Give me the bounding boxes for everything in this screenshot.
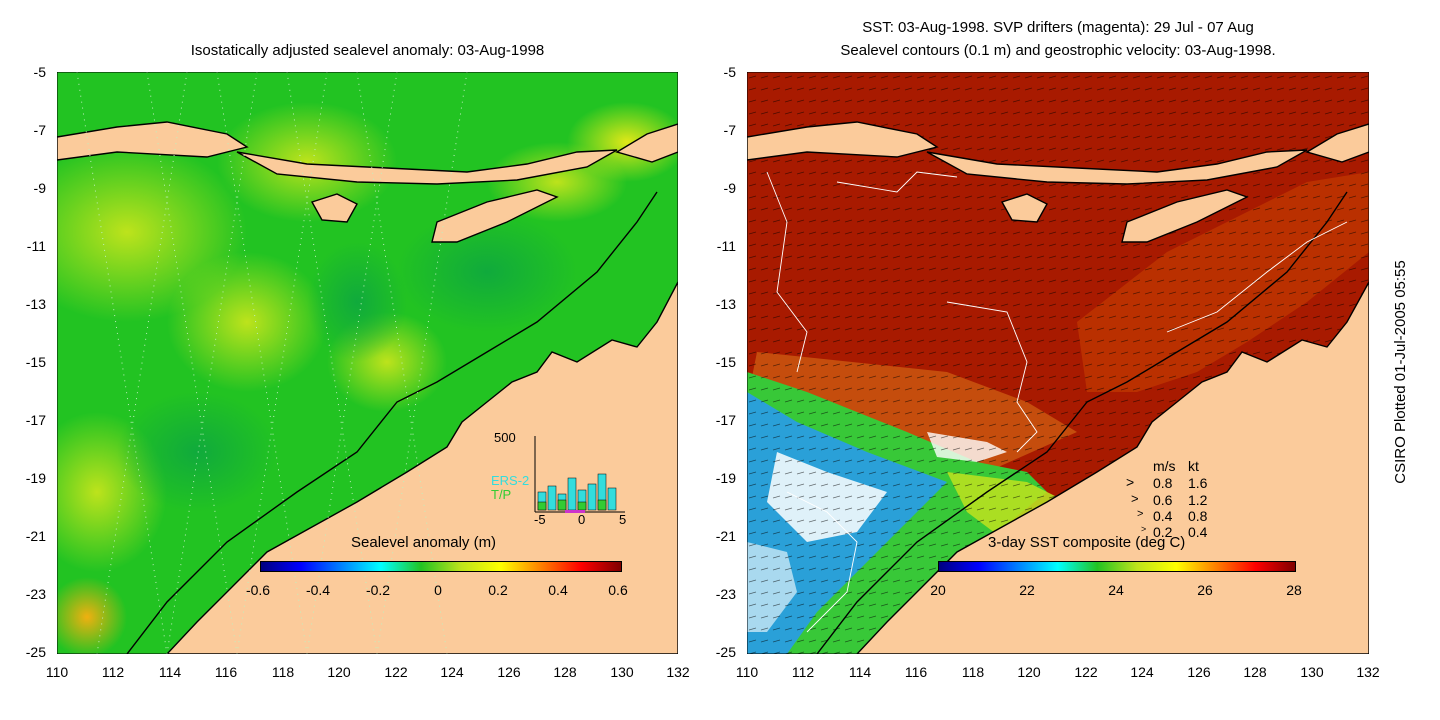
sst-colorbar (938, 561, 1296, 572)
sst-colorbar-label: 22 (1019, 582, 1035, 598)
velocity-arrow-icon: > (1141, 524, 1147, 534)
velocity-legend-ms: 0.4 (1153, 508, 1173, 524)
y-tick-label: -11 (716, 238, 736, 254)
side-credit: CSIRO Plotted 01-Jul-2005 05:55 (1392, 260, 1412, 483)
x-tick-label: 128 (1243, 664, 1267, 680)
velocity-arrow-icon: > (1126, 474, 1135, 490)
sla-colorbar-label: 0.6 (608, 582, 628, 598)
sla-colorbar (260, 561, 622, 572)
y-tick-label: -7 (33, 122, 46, 138)
y-tick-label: -7 (723, 122, 736, 138)
x-tick-label: 118 (271, 664, 295, 680)
y-tick-label: -21 (25, 528, 46, 544)
x-tick-label: 122 (1074, 664, 1098, 680)
histogram-x-label: 0 (578, 512, 586, 527)
x-tick-label: 132 (1356, 664, 1380, 680)
histogram-x-label: -5 (534, 512, 546, 527)
right-panel-title-line1: SST: 03-Aug-1998. SVP drifters (magenta)… (862, 19, 1254, 36)
sla-colorbar-label: 0.2 (488, 582, 508, 598)
y-tick-label: -5 (723, 64, 736, 80)
velocity-legend-kt: 0.4 (1188, 524, 1208, 540)
y-tick-label: -17 (25, 412, 46, 428)
x-tick-label: 130 (610, 664, 634, 680)
y-tick-label: -5 (33, 64, 46, 80)
histogram-x-label: 5 (619, 512, 627, 527)
y-tick-label: -17 (715, 412, 736, 428)
velocity-legend-ms: 0.2 (1153, 524, 1173, 540)
sst-colorbar-label: 28 (1286, 582, 1302, 598)
sla-colorbar-label: -0.2 (365, 582, 391, 598)
x-tick-label: 128 (553, 664, 577, 680)
velocity-legend-kt: 1.2 (1188, 492, 1208, 508)
velocity-legend-kt: 0.8 (1188, 508, 1208, 524)
x-tick-label: 110 (735, 664, 759, 680)
y-tick-label: -25 (25, 644, 46, 660)
sst-colorbar-label: 20 (930, 582, 946, 598)
velocity-legend-header-kt: kt (1188, 458, 1199, 474)
velocity-legend-ms: 0.8 (1153, 475, 1173, 491)
y-tick-label: -9 (723, 180, 736, 196)
x-tick-label: 112 (101, 664, 125, 680)
x-tick-label: 124 (440, 664, 464, 680)
x-tick-label: 132 (666, 664, 690, 680)
sst-colorbar-label: 26 (1197, 582, 1213, 598)
x-tick-label: 112 (791, 664, 815, 680)
histogram-max-label: 500 (494, 430, 516, 445)
x-tick-label: 116 (214, 664, 238, 680)
y-tick-label: -23 (715, 586, 736, 602)
y-tick-label: -25 (715, 644, 736, 660)
track-histogram (534, 436, 625, 513)
x-tick-label: 124 (1130, 664, 1154, 680)
sla-colorbar-label: 0 (434, 582, 442, 598)
velocity-arrow-icon: > (1131, 491, 1139, 506)
x-tick-label: 122 (384, 664, 408, 680)
x-tick-label: 114 (848, 664, 872, 680)
y-tick-label: -19 (25, 470, 46, 486)
x-tick-label: 116 (904, 664, 928, 680)
x-tick-label: 120 (1017, 664, 1041, 680)
side-credit-text: CSIRO Plotted 01-Jul-2005 05:55 (1392, 260, 1409, 484)
y-tick-label: -13 (25, 296, 46, 312)
y-tick-label: -11 (26, 238, 46, 254)
right-panel-title-line2: Sealevel contours (0.1 m) and geostrophi… (840, 42, 1276, 59)
velocity-arrow-icon: > (1137, 508, 1144, 520)
y-tick-label: -9 (33, 180, 46, 196)
y-tick-label: -13 (715, 296, 736, 312)
x-tick-label: 126 (497, 664, 521, 680)
y-tick-label: -15 (25, 354, 46, 370)
x-tick-label: 110 (45, 664, 69, 680)
histogram-legend-tp: T/P (491, 487, 512, 502)
sst-colorbar-title: 3-day SST composite (deg C) (988, 534, 1186, 551)
velocity-legend-header-ms: m/s (1153, 458, 1176, 474)
histogram-legend-ers2: ERS-2 (491, 473, 530, 488)
x-tick-label: 126 (1187, 664, 1211, 680)
x-tick-label: 120 (327, 664, 351, 680)
sla-colorbar-label: -0.6 (245, 582, 271, 598)
y-tick-label: -19 (715, 470, 736, 486)
x-tick-label: 130 (1300, 664, 1324, 680)
sla-colorbar-label: -0.4 (305, 582, 331, 598)
sst-colorbar-label: 24 (1108, 582, 1124, 598)
sla-colorbar-label: 0.4 (548, 582, 568, 598)
x-tick-label: 114 (158, 664, 182, 680)
sla-colorbar-title: Sealevel anomaly (m) (351, 534, 497, 551)
x-tick-label: 118 (961, 664, 985, 680)
y-tick-label: -15 (715, 354, 736, 370)
velocity-legend-ms: 0.6 (1153, 492, 1173, 508)
y-tick-label: -23 (25, 586, 46, 602)
velocity-legend-kt: 1.6 (1188, 475, 1208, 491)
left-panel-title: Isostatically adjusted sealevel anomaly:… (190, 42, 545, 59)
y-tick-label: -21 (715, 528, 736, 544)
